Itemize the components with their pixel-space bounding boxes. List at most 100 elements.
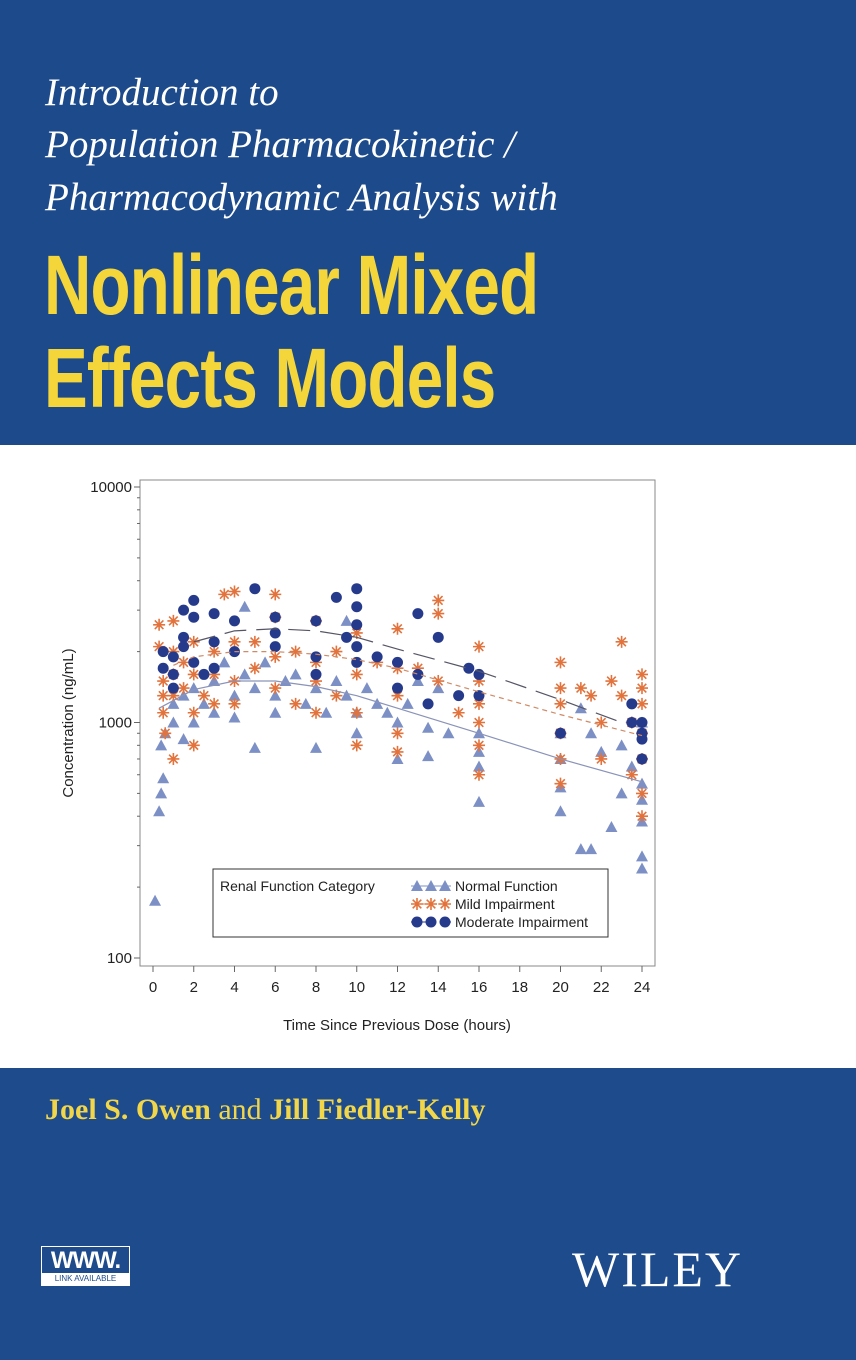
data-point — [248, 741, 261, 753]
data-point — [167, 668, 179, 680]
data-point — [153, 640, 166, 653]
data-point — [636, 810, 648, 823]
data-point — [340, 614, 353, 626]
data-point — [269, 627, 281, 639]
data-point — [412, 668, 424, 680]
data-point — [554, 697, 567, 710]
data-point — [167, 716, 180, 728]
data-point — [155, 739, 168, 751]
data-point — [228, 635, 241, 648]
data-point — [208, 645, 221, 658]
data-point — [330, 675, 343, 687]
data-point — [371, 656, 384, 669]
data-point — [269, 706, 282, 718]
data-point — [167, 689, 180, 702]
data-point — [625, 760, 638, 772]
trend-line-circle — [193, 628, 622, 724]
data-point — [574, 682, 587, 695]
data-point — [626, 717, 638, 728]
data-point — [218, 588, 231, 601]
x-tick-label: 8 — [312, 979, 320, 996]
data-point — [167, 614, 180, 627]
data-point — [187, 668, 200, 681]
data-point — [228, 585, 241, 598]
data-point — [473, 697, 485, 710]
data-point — [432, 682, 445, 694]
data-point — [238, 668, 251, 680]
data-point — [473, 768, 485, 781]
data-point — [289, 697, 302, 710]
x-tick-label: 2 — [190, 979, 198, 996]
data-point — [636, 787, 648, 800]
trend-line-triangle — [158, 680, 643, 783]
data-point — [615, 739, 628, 751]
data-point — [555, 727, 566, 739]
title-panel — [0, 0, 856, 445]
data-point — [157, 675, 170, 688]
data-point — [473, 716, 485, 729]
data-point — [350, 739, 363, 752]
data-point — [269, 588, 282, 601]
data-point — [340, 689, 353, 701]
badge-www: WWW. — [50, 1247, 121, 1274]
data-point — [473, 795, 485, 807]
data-point — [330, 645, 343, 658]
data-point — [269, 611, 281, 623]
data-point — [636, 717, 648, 728]
data-point — [208, 636, 220, 648]
data-point — [330, 689, 343, 702]
data-point — [605, 820, 618, 832]
data-point — [473, 640, 485, 653]
data-point — [442, 727, 455, 739]
data-point — [626, 698, 638, 710]
data-point — [432, 631, 444, 643]
data-point — [208, 706, 221, 718]
data-point — [615, 689, 628, 702]
data-point — [411, 662, 424, 675]
data-point — [208, 697, 221, 710]
data-point — [208, 668, 221, 681]
data-point — [187, 682, 200, 694]
data-point — [351, 583, 363, 595]
data-point — [330, 591, 342, 603]
data-point — [157, 772, 170, 784]
data-point — [198, 668, 210, 680]
data-point — [320, 706, 333, 718]
data-point — [155, 787, 168, 799]
data-point — [391, 745, 404, 758]
x-tick-label: 20 — [552, 979, 569, 996]
data-point — [473, 760, 485, 772]
data-point — [625, 768, 638, 781]
data-point — [149, 894, 162, 906]
data-point — [259, 656, 272, 668]
data-point — [473, 690, 485, 702]
author-1: Joel S. Owen — [45, 1093, 211, 1126]
data-point — [615, 635, 628, 648]
legend-marker — [411, 898, 423, 910]
data-point — [157, 689, 170, 702]
data-point — [269, 689, 282, 701]
data-point — [177, 733, 190, 745]
data-point — [401, 697, 414, 709]
data-point — [153, 618, 166, 631]
x-tick-label: 6 — [271, 979, 279, 996]
y-tick-label: 100 — [107, 950, 132, 967]
data-point — [391, 622, 404, 635]
data-point — [229, 615, 240, 627]
data-point — [289, 668, 302, 680]
data-point — [391, 716, 404, 728]
data-point — [218, 656, 231, 668]
data-point — [595, 752, 608, 765]
data-point — [310, 615, 322, 627]
data-point — [289, 645, 302, 658]
x-tick-label: 16 — [471, 979, 488, 996]
data-point — [178, 641, 190, 653]
data-point — [422, 698, 434, 710]
data-point — [153, 805, 166, 817]
data-point — [636, 850, 648, 862]
data-point — [178, 604, 190, 616]
data-point — [473, 745, 485, 757]
badge-link-available: LINK AVAILABLE — [42, 1273, 129, 1285]
data-point — [310, 741, 322, 753]
data-point — [279, 675, 292, 687]
